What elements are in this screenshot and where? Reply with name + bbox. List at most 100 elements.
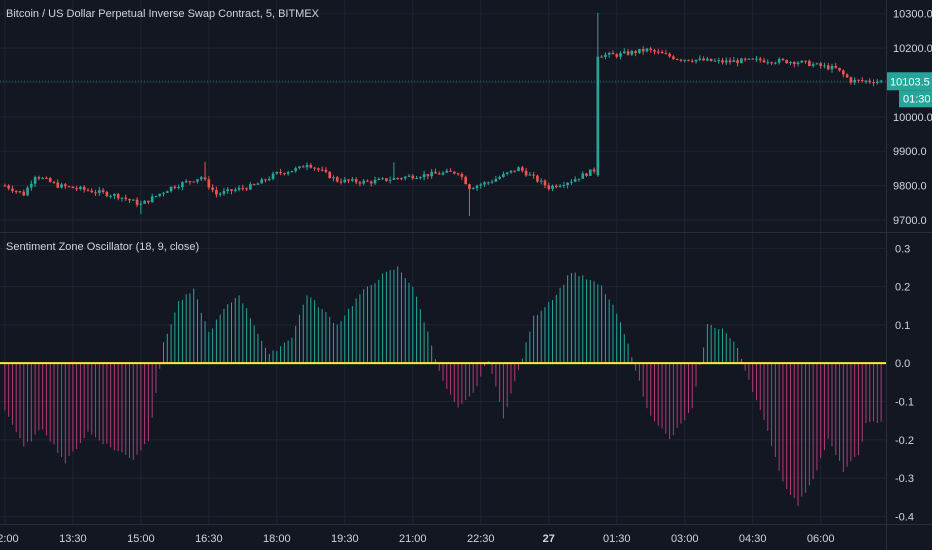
candle-body[interactable] <box>600 56 603 58</box>
candle-body[interactable] <box>86 189 90 191</box>
candle-body[interactable] <box>838 67 841 71</box>
candle-body[interactable] <box>305 165 309 168</box>
candle-body[interactable] <box>181 182 184 188</box>
candle-body[interactable] <box>758 58 762 61</box>
candle-body[interactable] <box>649 48 653 50</box>
candle-body[interactable] <box>789 62 792 64</box>
time-tick-label[interactable]: 04:30 <box>739 533 767 545</box>
candle-body[interactable] <box>483 182 486 185</box>
candle-body[interactable] <box>842 70 845 75</box>
candle-body[interactable] <box>67 186 71 188</box>
candle-body[interactable] <box>101 190 105 192</box>
candle-body[interactable] <box>437 173 441 175</box>
time-tick-label[interactable]: 12:00 <box>0 533 19 545</box>
oscillator-tick-label[interactable]: -0.1 <box>895 396 914 408</box>
oscillator-tick-label[interactable]: 0.2 <box>895 282 910 294</box>
candle-body[interactable] <box>687 59 690 61</box>
candle-body[interactable] <box>275 171 279 174</box>
candle-body[interactable] <box>656 51 660 53</box>
candle-body[interactable] <box>777 59 781 63</box>
candle-body[interactable] <box>135 199 139 205</box>
candle-body[interactable] <box>668 53 671 57</box>
price-tick-label[interactable]: 9800.0 <box>893 181 927 193</box>
candle-body[interactable] <box>468 184 471 190</box>
candle-body[interactable] <box>56 182 60 188</box>
candle-body[interactable] <box>672 56 675 60</box>
candle-body[interactable] <box>369 181 373 184</box>
candle-body[interactable] <box>796 62 800 65</box>
oscillator-axis[interactable]: 0.3 0.2 0.1 0.0 -0.1 -0.2 -0.3 -0.4 <box>895 243 914 523</box>
candle-body[interactable] <box>30 183 33 188</box>
candle-body[interactable] <box>22 191 26 196</box>
candle-body[interactable] <box>524 170 528 176</box>
candle-body[interactable] <box>445 170 449 173</box>
candle-body[interactable] <box>184 181 188 183</box>
candle-body[interactable] <box>415 178 418 180</box>
candle-body[interactable] <box>743 58 747 60</box>
candle-body[interactable] <box>539 180 543 182</box>
candle-body[interactable] <box>740 58 743 64</box>
candle-body[interactable] <box>14 191 18 193</box>
symbol-title[interactable]: Bitcoin / US Dollar Perpetual Inverse Sw… <box>6 8 320 20</box>
candle-body[interactable] <box>294 168 298 171</box>
candle-body[interactable] <box>830 65 834 70</box>
time-tick-label[interactable]: 27 <box>543 533 555 545</box>
candle-body[interactable] <box>698 58 702 60</box>
candle-body[interactable] <box>781 59 785 61</box>
candle-body[interactable] <box>199 177 203 180</box>
candle-body[interactable] <box>343 179 347 183</box>
candle-body[interactable] <box>403 176 407 179</box>
candle-body[interactable] <box>3 185 7 187</box>
candle-body[interactable] <box>471 188 475 190</box>
candle-body[interactable] <box>245 188 248 190</box>
candle-body[interactable] <box>607 52 611 55</box>
candle-body[interactable] <box>177 187 180 189</box>
candle-body[interactable] <box>120 197 124 199</box>
candle-body[interactable] <box>562 185 566 187</box>
candle-body[interactable] <box>286 172 290 174</box>
time-tick-label[interactable]: 22:30 <box>467 533 495 545</box>
candle-body[interactable] <box>422 174 426 178</box>
candle-body[interactable] <box>63 184 67 187</box>
candle-body[interactable] <box>230 189 233 192</box>
candle-body[interactable] <box>551 185 554 189</box>
candle-body[interactable] <box>845 74 849 78</box>
candle-body[interactable] <box>475 185 479 189</box>
candle-body[interactable] <box>358 182 362 184</box>
candle-body[interactable] <box>169 186 173 192</box>
candle-body[interactable] <box>419 177 422 179</box>
candle-body[interactable] <box>585 173 588 176</box>
candle-body[interactable] <box>762 60 766 63</box>
candle-body[interactable] <box>373 179 377 184</box>
candle-body[interactable] <box>52 181 56 183</box>
candle-body[interactable] <box>328 171 332 179</box>
candle-body[interactable] <box>736 60 739 64</box>
oscillator-tick-label[interactable]: -0.2 <box>895 435 914 447</box>
candle-body[interactable] <box>407 175 411 177</box>
candle-body[interactable] <box>536 175 539 182</box>
candle-body[interactable] <box>702 58 705 61</box>
candle-body[interactable] <box>619 53 622 57</box>
candle-body[interactable] <box>785 59 789 64</box>
candle-body[interactable] <box>755 58 758 60</box>
candle-body[interactable] <box>547 185 551 189</box>
candle-body[interactable] <box>453 171 456 174</box>
candle-body[interactable] <box>301 166 305 168</box>
price-tick-label[interactable]: 10300.0 <box>893 9 932 21</box>
candle-body[interactable] <box>868 80 872 83</box>
candle-body[interactable] <box>434 171 437 174</box>
candle-body[interactable] <box>71 186 75 189</box>
candle-body[interactable] <box>770 62 773 64</box>
candle-body[interactable] <box>456 173 460 175</box>
candle-body[interactable] <box>638 48 641 53</box>
candle-body[interactable] <box>233 189 237 192</box>
candle-body[interactable] <box>426 174 430 177</box>
candle-body[interactable] <box>313 167 316 169</box>
time-axis[interactable]: 12:00 13:30 15:00 16:30 18:00 19:30 21:00 22:30… <box>0 533 834 545</box>
price-tick-label[interactable]: 9900.0 <box>893 146 927 158</box>
candle-body[interactable] <box>324 169 328 172</box>
candle-body[interactable] <box>509 170 513 173</box>
candle-body[interactable] <box>683 59 687 61</box>
candle-body[interactable] <box>226 189 230 192</box>
